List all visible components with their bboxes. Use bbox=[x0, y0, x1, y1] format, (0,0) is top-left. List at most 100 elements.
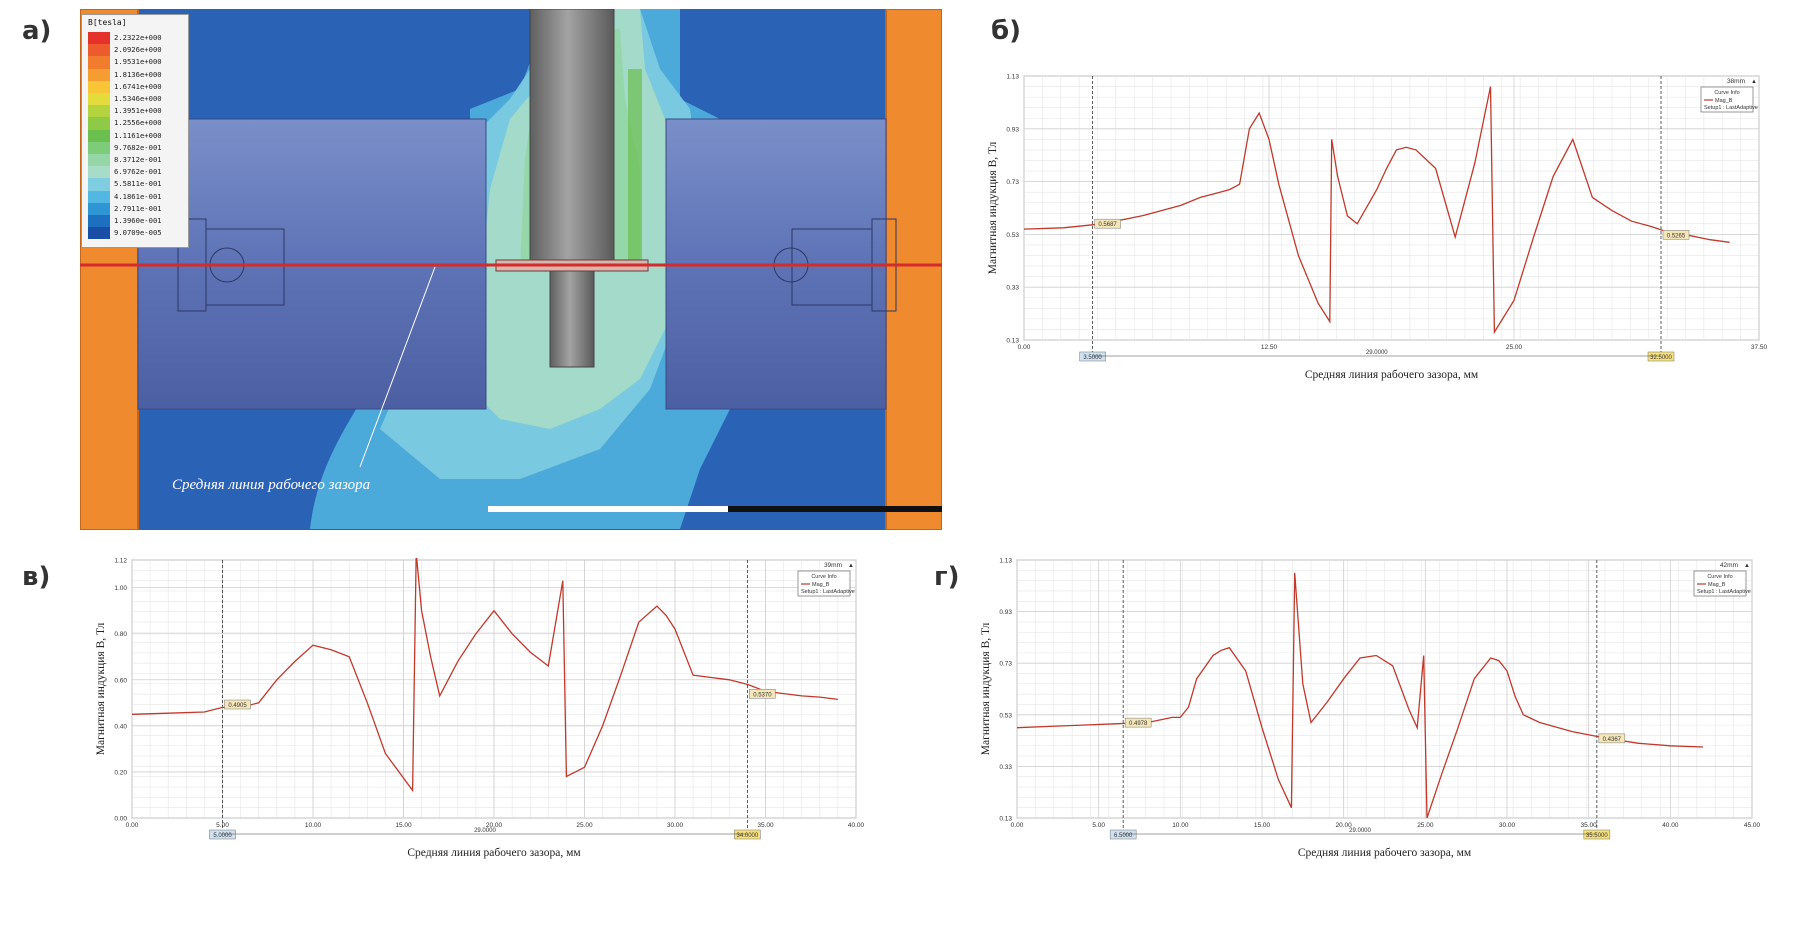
x-tick-label: 25.00 bbox=[1417, 822, 1434, 829]
color-legend: B[tesla] 2.2322e+000 2.0926e+000 1.9531e+0… bbox=[81, 14, 189, 248]
legend-value: 2.2322e+000 bbox=[114, 33, 162, 42]
panel-label-g: г) bbox=[934, 562, 959, 592]
legend-value: 6.9762e-001 bbox=[114, 167, 162, 176]
y-tick-label: 0.13 bbox=[1006, 338, 1019, 345]
legend-swatch bbox=[88, 105, 110, 117]
legend-title: B[tesla] bbox=[88, 18, 127, 27]
y-tick-label: 0.80 bbox=[114, 631, 127, 638]
legend-entry: Setup1 : LastAdaptive bbox=[1704, 105, 1758, 111]
x-tick-label: 12.50 bbox=[1261, 344, 1278, 351]
legend-entry: Setup1 : LastAdaptive bbox=[801, 589, 855, 595]
y-axis-label: Магнитная индукция B, Тл bbox=[980, 623, 992, 756]
scale-bar-black bbox=[728, 506, 942, 512]
y-tick-label: 0.33 bbox=[1006, 285, 1019, 292]
x-tick-label: 0.00 bbox=[1011, 822, 1024, 829]
right-pole bbox=[886, 9, 942, 530]
y-tick-label: 0.53 bbox=[999, 712, 1012, 719]
shaft-lower bbox=[550, 271, 594, 367]
midline-caption: Средняя линия рабочего зазора bbox=[172, 477, 370, 494]
x-axis-label: Средняя линия рабочего зазора, мм bbox=[1305, 369, 1479, 381]
legend-value: 1.8136e+000 bbox=[114, 70, 162, 79]
y-tick-label: 0.93 bbox=[1006, 126, 1019, 133]
marker-value-label: 0.5265 bbox=[1667, 233, 1686, 239]
corner-label: 39mm bbox=[824, 562, 842, 569]
shaft-upper bbox=[530, 9, 614, 261]
legend-value: 1.1161e+000 bbox=[114, 131, 162, 140]
legend-value: 8.3712e-001 bbox=[114, 155, 162, 164]
y-tick-label: 0.73 bbox=[999, 661, 1012, 668]
legend-swatch bbox=[88, 32, 110, 44]
collapse-icon: ▲ bbox=[848, 563, 854, 569]
y-tick-label: 0.13 bbox=[999, 816, 1012, 823]
x-axis-label: Средняя линия рабочего зазора, мм bbox=[1298, 847, 1472, 859]
y-axis-label: Магнитная индукция B, Тл bbox=[95, 623, 107, 756]
marker-value-label: 0.5370 bbox=[753, 692, 772, 698]
legend-value: 1.3951e+000 bbox=[114, 106, 162, 115]
x-tick-label: 5.00 bbox=[1092, 822, 1105, 829]
legend-swatch bbox=[88, 130, 110, 142]
legend-swatch bbox=[88, 81, 110, 93]
y-tick-label: 0.33 bbox=[999, 764, 1012, 771]
field-hotspot-right bbox=[628, 69, 642, 269]
x-tick-label: 15.00 bbox=[395, 822, 412, 829]
legend-value: 2.0926e+000 bbox=[114, 45, 162, 54]
x-tick-label: 25.00 bbox=[1506, 344, 1523, 351]
legend-swatch bbox=[88, 56, 110, 68]
legend-value: 5.5811e-001 bbox=[114, 179, 162, 188]
y-tick-label: 1.12 bbox=[114, 558, 127, 565]
legend-value: 1.2556e+000 bbox=[114, 118, 162, 127]
legend-value: 4.1861e-001 bbox=[114, 192, 162, 201]
legend-swatch bbox=[88, 93, 110, 105]
x-tick-label: 40.00 bbox=[848, 822, 865, 829]
legend-swatch bbox=[88, 178, 110, 190]
span-label: 29.0000 bbox=[474, 828, 496, 834]
legend-value: 9.0709e-005 bbox=[114, 228, 162, 237]
legend-swatch bbox=[88, 191, 110, 203]
marker-value-label: 0.4978 bbox=[1129, 721, 1148, 727]
chart-b: 0.00 12.50 25.00 37.50 0.13 0.33 0.53 0.73 0.93 1… bbox=[968, 70, 1788, 435]
y-tick-label: 1.00 bbox=[114, 585, 127, 592]
marker-value-label: 0.5687 bbox=[1098, 222, 1117, 228]
x-tick-label: 0.00 bbox=[126, 822, 139, 829]
legend-value: 1.9531e+000 bbox=[114, 57, 162, 66]
field-simulation-figure: B[tesla] 2.2322e+000 2.0926e+000 1.9531e+0… bbox=[80, 9, 942, 530]
legend-title: Curve Info bbox=[811, 574, 836, 580]
scale-bar-white bbox=[488, 506, 728, 512]
legend-swatch bbox=[88, 154, 110, 166]
field-simulation-svg bbox=[80, 9, 942, 530]
x-tick-label: 35.00 bbox=[1581, 822, 1598, 829]
y-tick-label: 0.00 bbox=[114, 816, 127, 823]
x-tick-label: 40.00 bbox=[1662, 822, 1679, 829]
x-tick-label: 37.50 bbox=[1751, 344, 1768, 351]
legend-swatch bbox=[88, 69, 110, 81]
chart-g: 0.00 5.00 10.00 15.00 20.00 25.00 30.00 35.00 40… bbox=[965, 558, 1791, 933]
chart-v: 0.00 5.00 10.00 15.00 20.00 25.00 30.00 35.00 40… bbox=[88, 558, 923, 933]
y-tick-label: 0.93 bbox=[999, 609, 1012, 616]
y-tick-label: 0.20 bbox=[114, 769, 127, 776]
legend-swatch bbox=[88, 203, 110, 215]
y-tick-label: 0.60 bbox=[114, 677, 127, 684]
span-label: 29.0000 bbox=[1366, 350, 1388, 356]
y-tick-label: 0.53 bbox=[1006, 232, 1019, 239]
y-tick-label: 0.40 bbox=[114, 723, 127, 730]
panel-label-v: в) bbox=[22, 562, 50, 592]
legend-value: 9.7682e-001 bbox=[114, 143, 162, 152]
legend-entry: Mag_B bbox=[1715, 98, 1733, 104]
chart-b-svg: 0.00 12.50 25.00 37.500.130.330.530.730.931… bbox=[968, 70, 1788, 430]
x-tick-label: 45.00 bbox=[1744, 822, 1761, 829]
legend-value: 1.3960e-001 bbox=[114, 216, 162, 225]
x-tick-label: 30.00 bbox=[1499, 822, 1516, 829]
chart-g-svg: 0.00 5.00 10.00 15.00 20.00 25.00 30.00 35.00 40… bbox=[965, 558, 1791, 928]
x-tick-label: 35.00 bbox=[757, 822, 774, 829]
legend-value: 2.7911e-001 bbox=[114, 204, 162, 213]
y-axis-label: Магнитная индукция B, Тл bbox=[987, 142, 999, 275]
corner-label: 38mm bbox=[1727, 78, 1745, 85]
legend-entry: Mag_B bbox=[812, 582, 830, 588]
legend-value: 1.5346e+000 bbox=[114, 94, 162, 103]
legend-swatch bbox=[88, 44, 110, 56]
x-tick-label: 10.00 bbox=[305, 822, 322, 829]
panel-label-b: б) bbox=[991, 16, 1021, 46]
legend-swatch bbox=[88, 227, 110, 239]
legend-entry: Mag_B bbox=[1708, 582, 1726, 588]
legend-swatch bbox=[88, 215, 110, 227]
